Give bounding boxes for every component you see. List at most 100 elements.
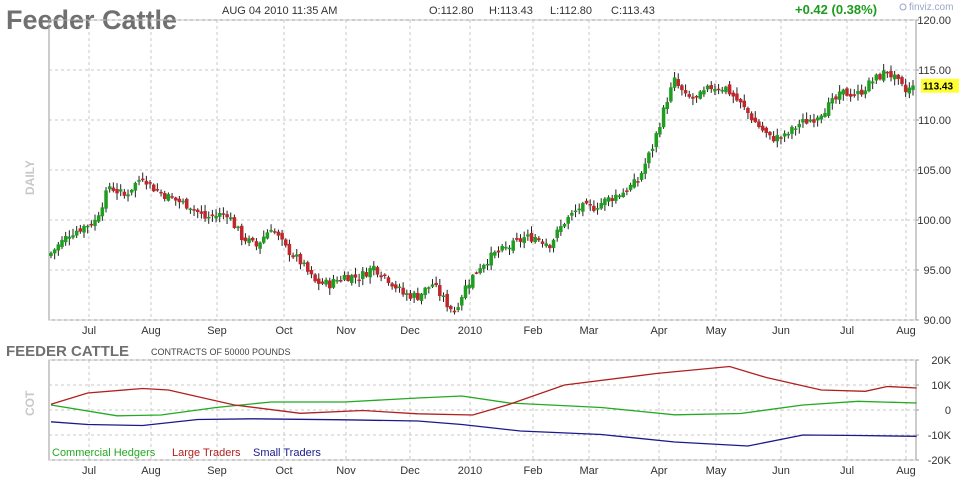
candle bbox=[573, 204, 578, 218]
candle bbox=[199, 205, 204, 219]
candle bbox=[71, 228, 75, 240]
candle-body bbox=[467, 284, 471, 289]
candle-body bbox=[779, 137, 783, 139]
candle-body bbox=[412, 292, 416, 298]
legend-commercial-hedgers: Commercial Hedgers bbox=[52, 447, 156, 459]
candle bbox=[676, 73, 680, 89]
candle bbox=[96, 211, 101, 223]
candle-body bbox=[691, 96, 695, 99]
candle-body bbox=[386, 277, 391, 284]
candle-body bbox=[878, 74, 882, 80]
candle bbox=[111, 182, 116, 193]
candle bbox=[779, 135, 783, 145]
candle bbox=[878, 72, 882, 81]
candle-body bbox=[383, 274, 387, 277]
candle-body bbox=[335, 280, 339, 282]
candle-body bbox=[606, 197, 611, 202]
candle bbox=[298, 252, 303, 270]
candle bbox=[856, 84, 860, 101]
cot-title: FEEDER CATTLE bbox=[6, 343, 129, 360]
candle-body bbox=[848, 93, 853, 97]
last-price-value: 113.43 bbox=[923, 82, 953, 93]
candle-body bbox=[181, 200, 185, 203]
candle-body bbox=[837, 91, 842, 100]
candle bbox=[504, 241, 508, 251]
candle-body bbox=[118, 189, 123, 192]
candle-body bbox=[456, 307, 460, 310]
x-tick-label: Oct bbox=[275, 325, 292, 337]
candle bbox=[647, 151, 651, 169]
candle-body bbox=[247, 238, 251, 243]
candle-body bbox=[375, 267, 380, 275]
candle-body bbox=[507, 247, 512, 250]
candle bbox=[309, 266, 314, 279]
watermark: finviz.com bbox=[909, 2, 953, 13]
candle-body bbox=[269, 230, 273, 232]
candle bbox=[537, 236, 541, 243]
candle bbox=[526, 229, 530, 241]
candle bbox=[716, 83, 721, 95]
candle-body bbox=[595, 208, 600, 210]
y-tick-label: -10K bbox=[928, 430, 952, 442]
candle-body bbox=[463, 285, 468, 299]
candle bbox=[438, 278, 442, 301]
candle-body bbox=[144, 180, 149, 185]
candle bbox=[529, 226, 534, 244]
quote-open: O:112.80 bbox=[429, 5, 473, 17]
candle bbox=[74, 225, 79, 238]
candle bbox=[350, 273, 354, 286]
candle bbox=[236, 225, 240, 231]
candle bbox=[250, 236, 255, 243]
candle-body bbox=[720, 89, 725, 92]
candle-body bbox=[401, 287, 405, 295]
watermark-icon bbox=[899, 3, 907, 11]
candle bbox=[317, 273, 321, 291]
candle-body bbox=[56, 244, 61, 251]
candle-body bbox=[727, 84, 732, 95]
candle-body bbox=[812, 119, 816, 123]
x-tick-label: Aug bbox=[141, 325, 161, 337]
candle-body bbox=[140, 178, 145, 181]
candle-body bbox=[665, 101, 669, 110]
candle-body bbox=[60, 239, 64, 247]
candle bbox=[738, 97, 743, 109]
candle bbox=[555, 226, 559, 242]
candle bbox=[533, 234, 537, 244]
candle bbox=[353, 267, 358, 284]
candle-body bbox=[71, 235, 75, 238]
candle-body bbox=[155, 189, 160, 191]
candle-body bbox=[713, 88, 717, 92]
candle-body bbox=[423, 287, 427, 296]
candle-body bbox=[566, 217, 570, 224]
candle bbox=[837, 85, 842, 105]
candle bbox=[760, 121, 765, 133]
candle-body bbox=[515, 238, 519, 240]
candle bbox=[614, 189, 618, 204]
candle-body bbox=[628, 184, 633, 191]
candle-body bbox=[408, 293, 413, 299]
candle bbox=[867, 77, 871, 93]
candle-body bbox=[342, 274, 347, 280]
x-tick-label: Jun bbox=[772, 465, 790, 477]
candle-body bbox=[815, 117, 820, 121]
candle-body bbox=[258, 242, 262, 249]
candle-body bbox=[647, 152, 651, 164]
candle-body bbox=[346, 275, 350, 281]
candle-body bbox=[804, 119, 809, 124]
y-tick-label: 110.00 bbox=[918, 115, 951, 127]
quote-high: H:113.43 bbox=[489, 5, 533, 17]
x-tick-label: Jul bbox=[82, 465, 96, 477]
x-tick-label: 2010 bbox=[458, 465, 482, 477]
candle-body bbox=[753, 117, 758, 123]
candle-body bbox=[309, 270, 314, 275]
candle bbox=[698, 89, 703, 100]
candle-body bbox=[856, 90, 860, 95]
candle-body bbox=[206, 216, 211, 219]
candle bbox=[225, 210, 229, 224]
candle bbox=[507, 245, 512, 255]
candle-body bbox=[676, 79, 680, 86]
candle bbox=[181, 198, 185, 205]
candle-body bbox=[324, 279, 328, 285]
quote-change: +0.42 (0.38%) bbox=[795, 2, 877, 17]
